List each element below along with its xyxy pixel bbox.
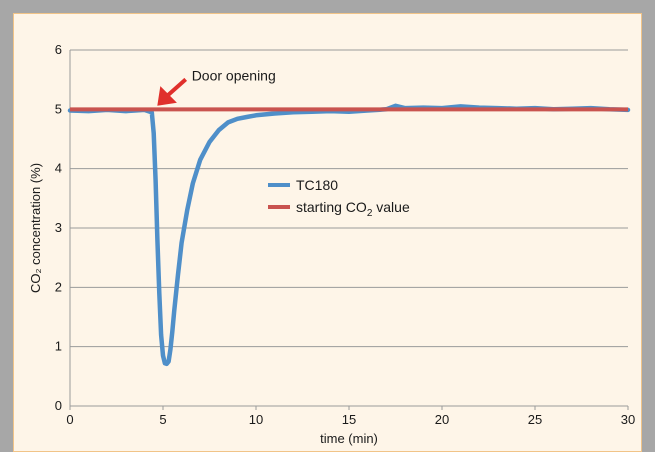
chart-panel (13, 13, 642, 452)
x-tick-labels: 0 5 10 15 20 25 30 (66, 406, 635, 427)
legend-label-starting-value: starting CO2 value (296, 199, 410, 219)
grid-lines (69, 49, 628, 407)
y-tick-label: 6 (55, 42, 62, 57)
annotation-arrow (157, 77, 188, 106)
y-tick-label: 1 (55, 339, 62, 354)
legend-label-tc180: TC180 (296, 177, 338, 193)
y-tick-label: 0 (55, 398, 62, 413)
x-tick-label: 30 (621, 412, 635, 427)
series-line-tc180 (67, 103, 631, 367)
y-tick-label: 3 (55, 220, 62, 235)
legend: TC180 starting CO2 value (268, 177, 410, 219)
x-tick-label: 15 (342, 412, 356, 427)
y-tick-labels: 0 1 2 3 4 5 6 (55, 42, 62, 413)
legend-label-prefix: starting CO (296, 199, 367, 215)
x-tick-label: 0 (66, 412, 73, 427)
y-axis-label: CO₂ concentration (%) (28, 163, 43, 293)
annotation-text: Door opening (192, 67, 276, 83)
y-tick-label: 4 (55, 161, 62, 176)
x-tick-label: 25 (528, 412, 542, 427)
x-tick-label: 20 (435, 412, 449, 427)
series-lines (67, 103, 631, 367)
y-tick-label: 2 (55, 279, 62, 294)
x-tick-label: 10 (249, 412, 263, 427)
x-axis-label: time (min) (320, 431, 378, 446)
door-opening-annotation: Door opening (157, 67, 276, 106)
x-tick-label: 5 (159, 412, 166, 427)
y-tick-label: 5 (55, 101, 62, 116)
legend-label-subscript: 2 (367, 208, 373, 219)
legend-label-suffix: value (372, 199, 410, 215)
